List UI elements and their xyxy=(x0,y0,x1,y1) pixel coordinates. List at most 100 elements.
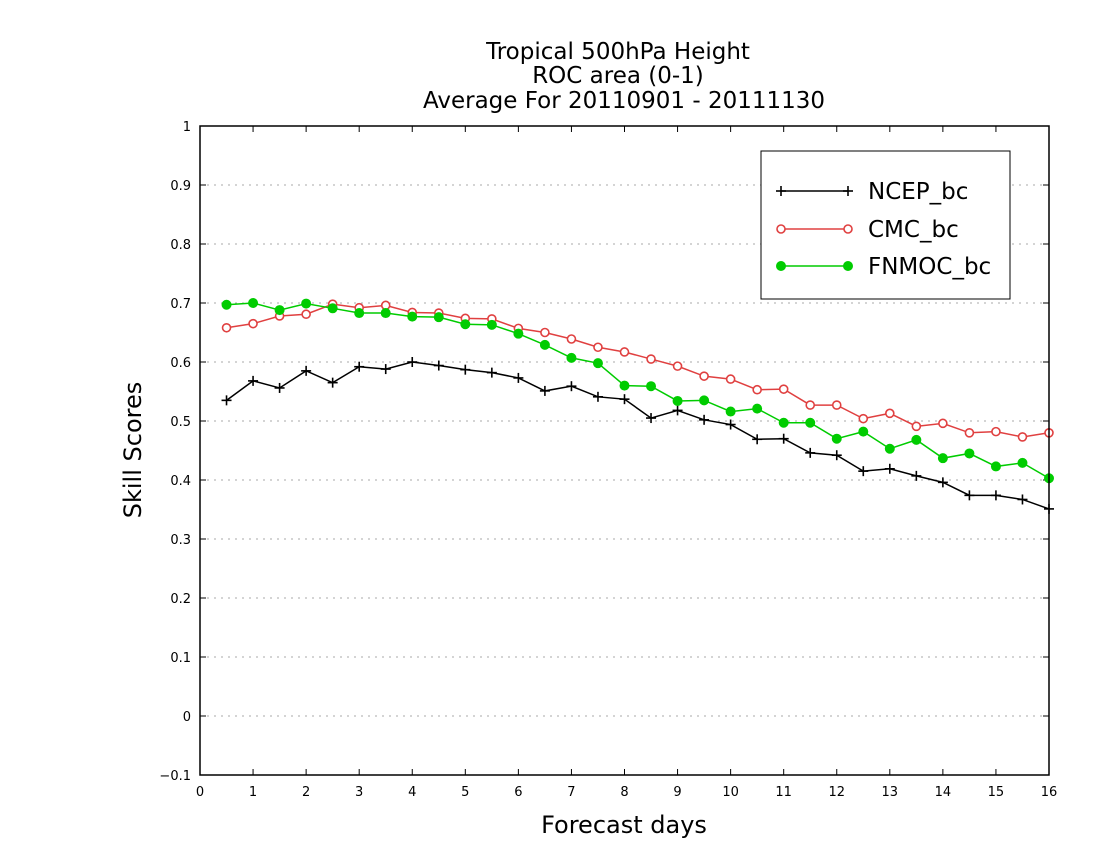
legend-marker xyxy=(776,224,786,234)
data-point-fnmoc-bc xyxy=(354,308,365,319)
y-tick-label: 0.2 xyxy=(170,592,191,607)
data-point-fnmoc-bc xyxy=(858,426,869,437)
data-point-fnmoc-bc xyxy=(619,380,630,391)
data-point-fnmoc-bc xyxy=(884,443,895,454)
data-point-ncep-bc xyxy=(407,357,418,367)
data-point-fnmoc-bc xyxy=(752,403,763,414)
data-point-ncep-bc xyxy=(752,434,763,445)
data-point-fnmoc-bc xyxy=(486,319,497,330)
data-point-ncep-bc xyxy=(513,372,524,383)
data-point-fnmoc-bc xyxy=(274,305,285,316)
data-point-fnmoc-bc xyxy=(911,434,922,445)
legend-item-cmc-bc: CMC_bc xyxy=(776,217,959,243)
data-point-cmc-bc xyxy=(831,400,842,410)
series-layer xyxy=(221,298,1054,514)
data-point-ncep-bc xyxy=(990,490,1001,501)
legend: NCEP_bc CMC_bc FNMOC_bc xyxy=(760,150,1011,300)
series-cmc-bc xyxy=(221,299,1054,442)
data-point-ncep-bc xyxy=(672,405,683,416)
title-line-2: ROC area (0-1) xyxy=(532,63,704,89)
y-tick-label: 0.7 xyxy=(170,297,191,312)
data-point-cmc-bc xyxy=(301,309,311,320)
data-point-fnmoc-bc xyxy=(699,395,710,406)
legend-item-fnmoc-bc: FNMOC_bc xyxy=(776,254,991,280)
data-point-fnmoc-bc xyxy=(221,299,232,310)
data-point-ncep-bc xyxy=(592,391,603,402)
data-point-fnmoc-bc xyxy=(301,298,312,309)
x-axis-label: Forecast days xyxy=(541,811,707,839)
y-tick-label: 0.8 xyxy=(170,238,191,253)
series-ncep-bc xyxy=(221,357,1054,514)
x-tick-label: 8 xyxy=(620,785,628,800)
data-point-fnmoc-bc xyxy=(380,308,391,319)
y-tick-label: 0.6 xyxy=(170,356,191,371)
data-point-ncep-bc xyxy=(884,463,895,474)
data-point-cmc-bc xyxy=(566,334,577,344)
data-point-ncep-bc xyxy=(327,377,338,388)
legend-box xyxy=(760,150,1011,300)
legend-label: FNMOC_bc xyxy=(868,254,991,280)
data-point-cmc-bc xyxy=(778,384,789,394)
series-line-fnmoc-bc xyxy=(226,302,1050,479)
data-point-ncep-bc xyxy=(248,375,259,386)
data-point-fnmoc-bc xyxy=(646,381,657,392)
y-tick-label: 0.9 xyxy=(170,179,191,194)
y-tick-label: 0.1 xyxy=(170,651,191,666)
data-point-ncep-bc xyxy=(858,466,869,477)
data-point-cmc-bc xyxy=(619,347,630,357)
y-tick-label: 0.3 xyxy=(170,533,191,548)
data-point-ncep-bc xyxy=(433,360,444,371)
data-point-cmc-bc xyxy=(699,371,709,381)
data-point-fnmoc-bc xyxy=(937,453,948,464)
data-point-fnmoc-bc xyxy=(592,358,603,369)
data-point-fnmoc-bc xyxy=(327,303,338,314)
data-point-cmc-bc xyxy=(752,384,762,395)
y-tick-label: −0.1 xyxy=(159,769,191,784)
data-point-ncep-bc xyxy=(354,361,365,372)
data-point-ncep-bc xyxy=(778,433,789,444)
data-point-ncep-bc xyxy=(937,477,948,488)
title-line-3: Average For 20110901 - 20111130 xyxy=(423,88,825,114)
data-point-fnmoc-bc xyxy=(539,339,550,350)
legend-label: NCEP_bc xyxy=(868,179,968,205)
data-point-fnmoc-bc xyxy=(248,298,259,308)
data-point-cmc-bc xyxy=(646,354,656,364)
x-tick-label: 9 xyxy=(673,785,681,800)
data-point-fnmoc-bc xyxy=(672,395,683,406)
y-tick-label: 0.5 xyxy=(170,415,191,430)
data-point-ncep-bc xyxy=(539,385,550,396)
data-point-cmc-bc xyxy=(911,421,922,432)
x-tick-label: 0 xyxy=(196,785,204,800)
series-line-ncep-bc xyxy=(226,361,1050,510)
data-point-cmc-bc xyxy=(938,418,948,429)
legend-marker xyxy=(843,186,853,196)
data-point-cmc-bc xyxy=(858,413,869,424)
data-point-cmc-bc xyxy=(672,361,683,371)
x-tick-label: 14 xyxy=(935,785,952,800)
data-point-cmc-bc xyxy=(540,327,550,338)
x-tick-label: 7 xyxy=(567,785,575,800)
data-point-ncep-bc xyxy=(619,394,630,405)
data-point-ncep-bc xyxy=(486,367,497,378)
data-point-fnmoc-bc xyxy=(725,406,736,417)
y-tick-label: 0 xyxy=(183,710,191,725)
data-point-cmc-bc xyxy=(725,374,736,384)
legend-marker xyxy=(776,186,786,196)
series-fnmoc-bc xyxy=(221,298,1054,484)
data-point-fnmoc-bc xyxy=(407,311,418,322)
data-point-ncep-bc xyxy=(911,470,922,481)
legend-marker xyxy=(843,224,853,234)
legend-marker xyxy=(776,261,786,271)
data-point-fnmoc-bc xyxy=(778,417,789,428)
data-point-cmc-bc xyxy=(221,322,232,333)
x-tick-label: 13 xyxy=(882,785,899,800)
series-line-cmc-bc xyxy=(226,303,1050,438)
x-tick-label: 15 xyxy=(988,785,1005,800)
data-point-cmc-bc xyxy=(1017,432,1028,442)
data-point-cmc-bc xyxy=(593,342,603,353)
data-point-ncep-bc xyxy=(831,450,842,461)
data-point-ncep-bc xyxy=(460,364,471,375)
legend-label: CMC_bc xyxy=(868,217,959,243)
data-point-cmc-bc xyxy=(248,318,258,329)
